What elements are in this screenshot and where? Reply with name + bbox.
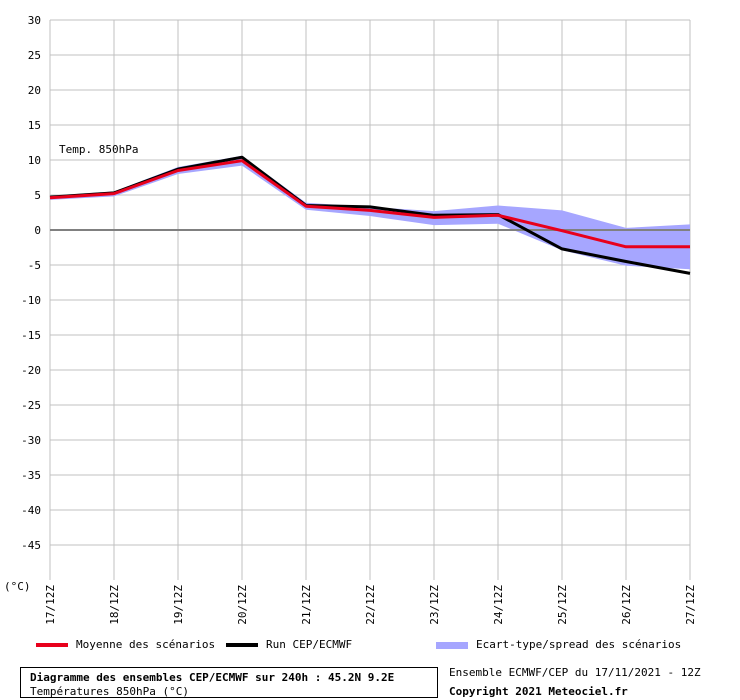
x-tick-label: 25/12Z: [556, 585, 569, 625]
x-tick-label: 20/12Z: [236, 585, 249, 625]
legend-swatch-mean: [36, 643, 68, 647]
x-tick-labels: 17/12Z 18/12Z 19/12Z 20/12Z 21/12Z 22/12Z 23/1…: [44, 585, 697, 625]
y-tick-label: -40: [21, 504, 41, 517]
x-tick-label: 26/12Z: [620, 585, 633, 625]
legend-label-spread: Ecart-type/spread des scénarios: [476, 638, 682, 651]
y-tick-label: 5: [34, 189, 41, 202]
y-tick-label: -35: [21, 469, 41, 482]
temperature-chart: 30 25 20 15 10 5 0 -5 -10 -15 -20 -25 -30 -35 -40 -45 1…: [4, 14, 697, 625]
caption-title: Diagramme des ensembles CEP/ECMWF sur 24…: [30, 671, 395, 684]
copyright: Copyright 2021 Meteociel.fr: [449, 685, 628, 698]
vertical-gridlines: [49, 20, 691, 580]
y-tick-label: 15: [28, 119, 41, 132]
y-tick-label: -20: [21, 364, 41, 377]
x-tick-label: 18/12Z: [108, 585, 121, 625]
x-tick-label: 24/12Z: [492, 585, 505, 625]
x-tick-label: 17/12Z: [44, 585, 57, 625]
caption-box: Diagramme des ensembles CEP/ECMWF sur 24…: [20, 667, 438, 698]
legend-item-mean: Moyenne des scénarios: [36, 638, 215, 651]
y-tick-label: -45: [21, 539, 41, 552]
spread-band: [50, 155, 690, 270]
y-tick-label: -10: [21, 294, 41, 307]
y-tick-label: 25: [28, 49, 41, 62]
mean-series-line: [49, 159, 690, 249]
legend-label-run: Run CEP/ECMWF: [266, 638, 353, 651]
chart-annotation: Temp. 850hPa: [59, 143, 138, 156]
y-tick-label: -25: [21, 399, 41, 412]
legend-label-mean: Moyenne des scénarios: [76, 638, 216, 651]
run-info: Ensemble ECMWF/CEP du 17/11/2021 - 12Z: [449, 666, 701, 679]
legend-item-run: Run CEP/ECMWF: [226, 638, 352, 651]
y-tick-label: -5: [28, 259, 41, 272]
legend-swatch-run: [226, 643, 258, 647]
y-tick-label: -15: [21, 329, 41, 342]
y-tick-label: 20: [28, 84, 41, 97]
y-tick-label: 30: [28, 14, 41, 27]
y-tick-label: 10: [28, 154, 41, 167]
legend-item-spread: Ecart-type/spread des scénarios: [436, 638, 681, 651]
x-tick-label: 27/12Z: [684, 585, 697, 625]
x-tick-label: 23/12Z: [428, 585, 441, 625]
legend-swatch-spread: [436, 641, 468, 649]
y-tick-label: -30: [21, 434, 41, 447]
x-tick-label: 19/12Z: [172, 585, 185, 625]
caption-subtitle: Températures 850hPa (°C): [30, 685, 189, 698]
unit-label: (°C): [4, 580, 31, 593]
y-tick-labels: 30 25 20 15 10 5 0 -5 -10 -15 -20 -25 -30 -35 -40 -45: [21, 14, 41, 552]
y-tick-label: 0: [34, 224, 41, 237]
x-tick-label: 21/12Z: [300, 585, 313, 625]
x-tick-label: 22/12Z: [364, 585, 377, 625]
